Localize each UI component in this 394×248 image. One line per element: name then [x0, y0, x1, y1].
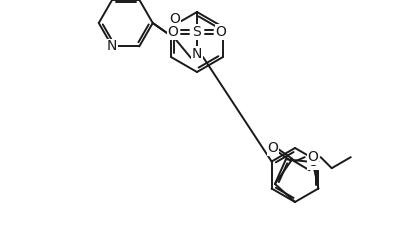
Text: O: O	[307, 150, 318, 164]
Text: S: S	[193, 25, 201, 39]
Text: O: O	[307, 155, 318, 169]
Text: N: N	[107, 39, 117, 53]
Text: N: N	[192, 47, 202, 61]
Text: O: O	[216, 25, 227, 39]
Text: O: O	[167, 25, 178, 39]
Text: O: O	[169, 11, 180, 26]
Text: O: O	[268, 141, 279, 155]
